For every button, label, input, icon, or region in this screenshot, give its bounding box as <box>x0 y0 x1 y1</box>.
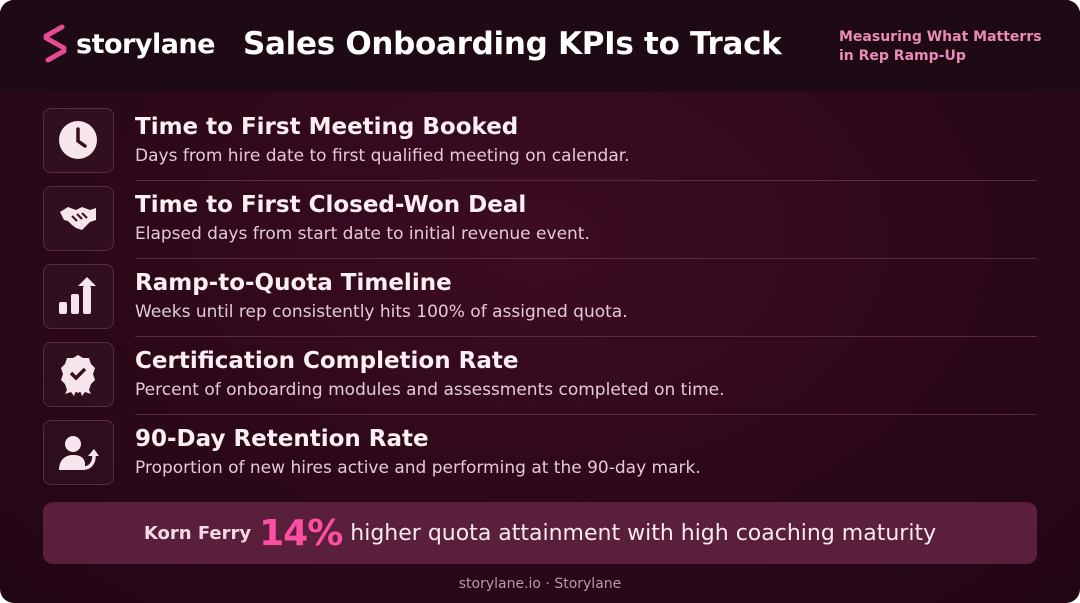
kpi-title: Time to First Meeting Booked <box>135 114 519 140</box>
subtitle-line: Measuring What Matterrs <box>839 29 1042 45</box>
separator <box>135 414 1037 415</box>
icon <box>58 276 96 314</box>
kpi-row: Certification Completion Rate Percent of … <box>43 342 1037 420</box>
icon <box>58 435 99 470</box>
footer: storylane.io · Storylane <box>458 576 622 592</box>
kpi-row: Time to First Meeting Booked Days from hi… <box>43 108 1037 186</box>
kpi-row: Ramp-to-Quota Timeline Weeks until rep co… <box>43 264 1037 342</box>
kpi-icon <box>43 342 114 407</box>
icon <box>59 206 96 230</box>
separator <box>135 336 1037 337</box>
separator <box>135 258 1037 259</box>
kpi-icon <box>43 186 114 251</box>
kpi-description: Weeks until rep consistently hits 100% o… <box>135 302 628 322</box>
kpi-row: 90-Day Retention Rate Proportion of new h… <box>43 420 1037 498</box>
kpi-title: 90-Day Retention Rate <box>135 426 429 452</box>
kpi-title: Time to First Closed-Won Deal <box>135 192 527 218</box>
kpi-description: Percent of onboarding modules and assess… <box>135 380 725 400</box>
kpi-row: Time to First Closed-Won Deal Elapsed day… <box>43 186 1037 264</box>
callout-stat: 14% <box>259 512 343 554</box>
logo-text: storylane <box>76 28 215 60</box>
header: storylane Sales Onboarding KPIs to Track… <box>0 0 1080 92</box>
kpi-icon <box>43 420 114 485</box>
kpi-description: Proportion of new hires active and perfo… <box>135 458 701 478</box>
callout: Korn Ferry 14% higher quota attainment w… <box>43 502 1037 564</box>
kpi-description: Elapsed days from start date to initial … <box>135 224 590 244</box>
separator <box>135 180 1037 181</box>
icon <box>58 120 97 159</box>
logo-mark <box>43 24 67 63</box>
kpi-icon <box>43 264 114 329</box>
callout-text: higher quota attainment with high coachi… <box>350 520 937 546</box>
callout-source: Korn Ferry <box>143 522 252 544</box>
title: Sales Onboarding KPIs to Track <box>243 26 782 62</box>
kpi-description: Days from hire date to first qualified m… <box>135 146 630 166</box>
kpi-title: Certification Completion Rate <box>135 348 519 374</box>
icon <box>60 354 95 396</box>
logo: storylane <box>42 24 215 64</box>
subtitle: Measuring What Matterrs in Rep Ramp-Up <box>839 28 1042 66</box>
subtitle-line: in Rep Ramp-Up <box>839 48 966 64</box>
kpi-title: Ramp-to-Quota Timeline <box>135 270 452 296</box>
kpi-icon <box>43 108 114 173</box>
